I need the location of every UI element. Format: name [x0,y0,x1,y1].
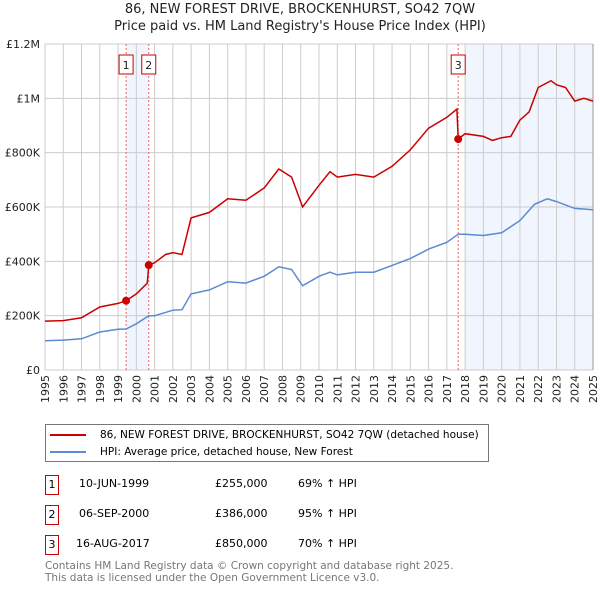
x-tick-label: 2014 [386,375,399,403]
footer-licence: This data is licensed under the Open Gov… [45,572,380,584]
transaction-date: 10-JUN-1999 [79,477,150,490]
x-tick-label: 2025 [587,375,600,403]
transaction-price: £255,000 [215,477,268,490]
x-tick-label: 1998 [94,375,107,403]
y-tick-label: £200K [5,310,41,323]
sale-label-box [141,54,157,75]
x-tick-label: 1996 [57,375,70,403]
y-tick-label: £0 [26,364,40,377]
transaction-hpi: 69% ↑ HPI [298,477,357,490]
sale-label: 2 [145,59,152,72]
x-tick-label: 2010 [313,375,326,403]
transaction-number: 1 [45,475,59,495]
transaction-price: £386,000 [215,507,268,520]
transaction-number: 2 [45,505,59,525]
x-tick-label: 2003 [185,375,198,403]
x-tick-label: 2005 [222,375,235,403]
transaction-price: £850,000 [215,537,268,550]
sale-label-box [118,54,134,75]
sale-label: 1 [123,59,130,72]
footer-copyright: Contains HM Land Registry data © Crown c… [45,560,454,572]
transaction-date: 16-AUG-2017 [76,537,150,550]
y-tick-label: £1.2M [6,38,40,51]
transaction-date: 06-SEP-2000 [79,507,150,520]
x-tick-label: 2016 [423,375,436,403]
sale-label: 3 [455,59,462,72]
chart-title: 86, NEW FOREST DRIVE, BROCKENHURST, SO42… [124,2,476,17]
sale-label-box [450,54,466,75]
transaction-hpi: 70% ↑ HPI [298,537,357,550]
price-chart: 1995 1996 1997 1998 1999 2000 2001 2002 2003 2004… [5,38,600,403]
x-tick-label: 2021 [514,375,527,403]
chart-subtitle: Price paid vs. HM Land Registry's House … [114,19,486,34]
legend-label-property: 86, NEW FOREST DRIVE, BROCKENHURST, SO42… [100,429,479,441]
x-tick-label: 2022 [532,375,545,403]
x-tick-label: 2007 [258,375,271,403]
legend-swatch-hpi [50,451,86,453]
x-tick-label: 2011 [331,375,344,403]
x-tick-label: 1999 [112,375,125,403]
x-tick-label: 2008 [276,375,289,403]
x-tick-label: 2017 [441,375,454,403]
x-tick-label: 2006 [240,375,253,403]
x-tick-label: 2009 [295,375,308,403]
y-tick-label: £400K [5,255,41,268]
footer: Contains HM Land Registry data © Crown c… [45,560,453,584]
legend-item-property: 86, NEW FOREST DRIVE, BROCKENHURST, SO42… [50,429,479,441]
x-tick-label: 2020 [496,375,509,403]
x-tick-label: 1997 [76,375,89,403]
x-tick-label: 2024 [569,375,582,403]
legend-swatch-property [50,434,86,436]
y-tick-label: £800K [5,147,41,160]
x-tick-label: 1995 [39,375,52,403]
legend-item-hpi: HPI: Average price, detached house, New … [50,446,353,458]
sale-point [144,261,153,270]
sale-point [122,296,131,305]
transaction-hpi: 95% ↑ HPI [298,507,357,520]
series-line [44,79,594,322]
series-line [44,198,594,342]
transaction-number: 3 [45,535,59,555]
x-tick-label: 2019 [477,375,490,403]
sale-point [454,135,463,144]
x-tick-label: 2018 [459,375,472,403]
x-tick-label: 2000 [130,375,143,403]
y-tick-label: £600K [5,201,41,214]
legend-label-hpi: HPI: Average price, detached house, New … [100,446,353,458]
x-tick-label: 2001 [149,375,162,403]
x-tick-label: 2002 [167,375,180,403]
x-tick-label: 2004 [203,375,216,403]
x-tick-label: 2023 [550,375,563,403]
y-tick-label: £1M [17,92,41,105]
x-tick-label: 2015 [404,375,417,403]
x-tick-label: 2013 [368,375,381,403]
x-tick-label: 2012 [350,375,363,403]
legend: 86, NEW FOREST DRIVE, BROCKENHURST, SO42… [45,424,489,462]
